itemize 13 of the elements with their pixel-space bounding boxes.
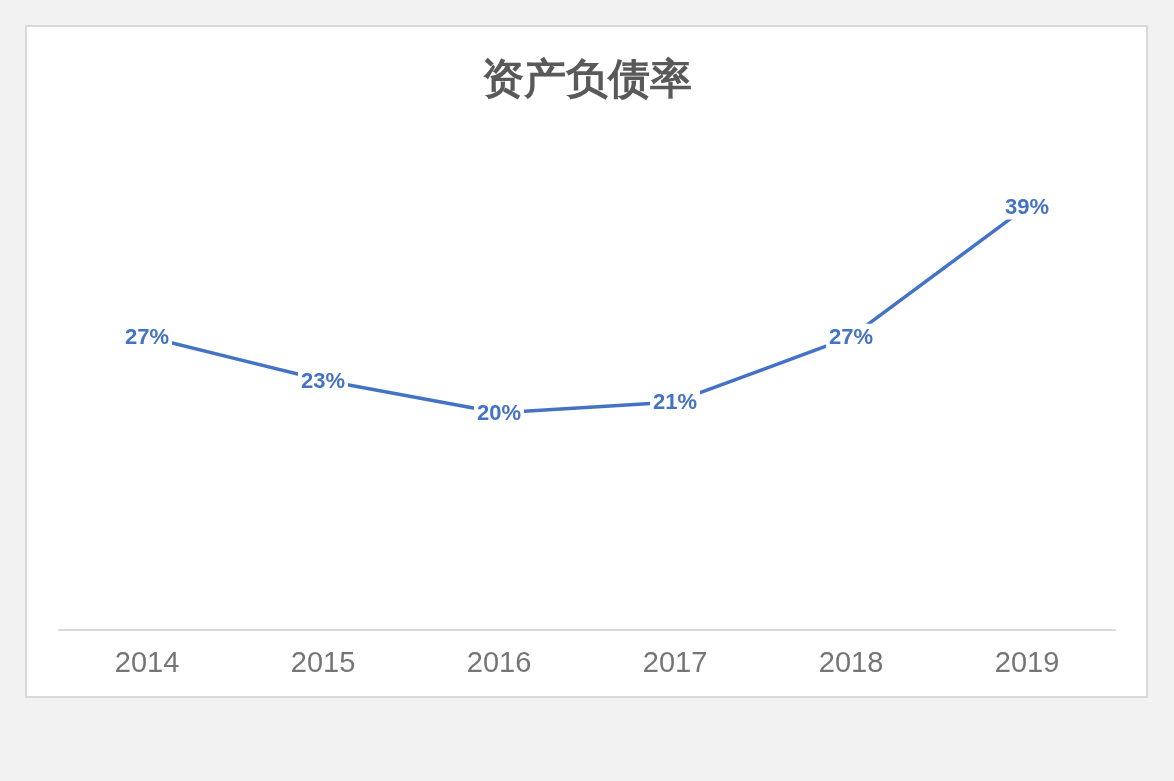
x-tick-label: 2018 [818,645,884,678]
chart-title: 资产负债率 [481,54,692,102]
x-tick-label: 2016 [466,645,532,678]
x-tick-label: 2019 [994,645,1060,678]
x-tick-label: 2017 [642,645,708,678]
data-label: 39% [1004,194,1050,220]
data-label: 27% [828,324,874,350]
x-tick-label: 2015 [290,645,356,678]
data-label: 27% [124,324,170,350]
data-label: 23% [300,367,346,393]
data-label: 21% [652,389,698,415]
x-tick-label: 2014 [114,645,180,678]
data-label: 20% [476,400,522,426]
